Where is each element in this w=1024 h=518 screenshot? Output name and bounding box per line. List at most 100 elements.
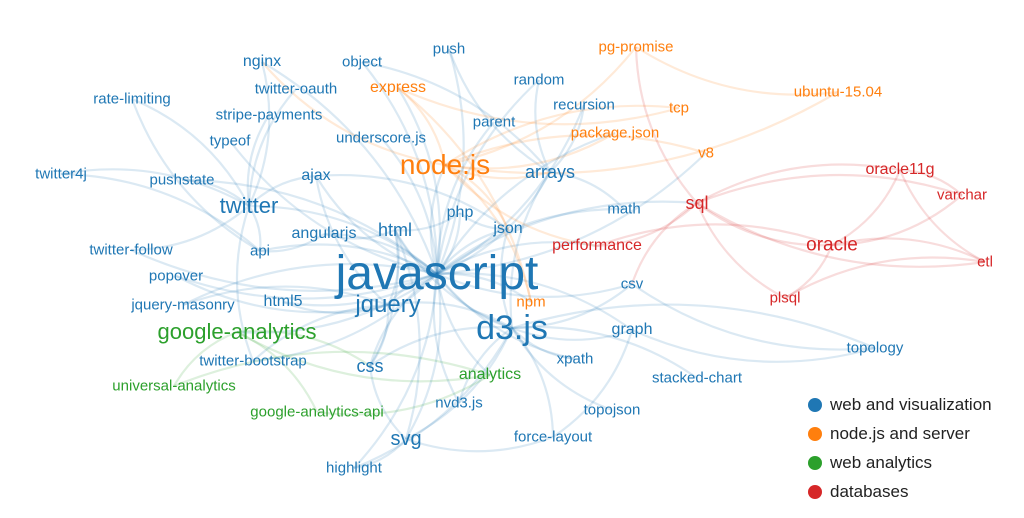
edge-oracle-plsql [784,244,834,299]
node-angularjs[interactable]: angularjs [291,225,357,242]
node-underscore-js[interactable]: underscore.js [335,129,427,147]
edge-javascript-math [436,207,625,275]
node-twitter4j[interactable]: twitter4j [35,165,87,183]
edge-javascript-underscore.js [380,137,439,275]
edge-d3.js-arrays [509,171,551,329]
node-express[interactable]: express [369,79,427,96]
node-api[interactable]: api [249,242,271,260]
node-math[interactable]: math [607,200,641,218]
node-etl[interactable]: etl [977,253,993,271]
edge-oracle-varchar [831,194,963,247]
node-recursion[interactable]: recursion [553,96,615,114]
node-analytics[interactable]: analytics [458,366,522,383]
legend-label-analytics: web analytics [830,453,933,472]
edge-d3.js-jquery [387,301,513,329]
node-varchar[interactable]: varchar [936,186,988,204]
node-package-json[interactable]: package.json [570,124,660,142]
node-stacked-chart[interactable]: stacked-chart [651,369,743,387]
edge-javascript-css [368,273,438,367]
node-universal-analytics[interactable]: universal-analytics [112,377,236,395]
node-node-js[interactable]: node.js [399,149,491,180]
legend-item-node[interactable]: node.js and server [808,423,970,445]
node-google-analytics-api[interactable]: google-analytics-api [250,403,384,421]
legend-dot-node-icon [808,427,822,441]
node-rate-limiting[interactable]: rate-limiting [93,90,171,108]
edge-twitter-stripe-payments [246,114,270,207]
edge-analytics-google-analytics-api [316,374,491,416]
node-jquery[interactable]: jquery [355,291,421,318]
edge-javascript-api [259,243,438,275]
node-csv[interactable]: csv [620,275,644,293]
edge-html-css [369,229,400,367]
node-oracle11g[interactable]: oracle11g [865,161,935,178]
node-typeof[interactable]: typeof [209,132,251,150]
edge-sql-performance [596,202,698,248]
node-push[interactable]: push [432,40,466,58]
node-svg[interactable]: svg [390,428,422,450]
node-topojson[interactable]: topojson [583,401,641,419]
node-arrays[interactable]: arrays [524,162,576,182]
node-twitter-follow[interactable]: twitter-follow [89,241,173,259]
node-twitter-oauth[interactable]: twitter-oauth [254,80,338,98]
edge-json-ajax [315,173,509,230]
edge-javascript-object [361,61,439,275]
edge-twitter-twitter-bootstrap [235,205,255,362]
node-force-layout[interactable]: force-layout [513,428,593,446]
legend-item-databases[interactable]: databases [808,481,908,503]
node-popover[interactable]: popover [148,267,204,285]
legend-dot-databases-icon [808,485,822,499]
edge-d3.js-xpath [511,327,576,361]
node-v8[interactable]: v8 [698,144,714,162]
edge-javascript-twitter [248,204,438,275]
edge-google-analytics-universal-analytics [173,330,238,387]
node-performance[interactable]: performance [552,237,642,254]
edge-javascript-csv [436,272,633,298]
node-object[interactable]: object [341,53,383,71]
node-stripe-payments[interactable]: stripe-payments [215,106,323,124]
node-ubuntu-15-04[interactable]: ubuntu-15.04 [793,83,883,101]
edge-javascript-random [435,79,540,275]
node-json[interactable]: json [493,220,523,237]
edge-node.js-tcp [444,104,680,166]
node-css[interactable]: css [356,356,384,376]
edge-javascript-pushstate [181,178,438,275]
node-pg-promise[interactable]: pg-promise [598,38,674,56]
edge-d3.js-json [499,228,514,329]
node-parent[interactable]: parent [472,113,516,131]
node-pushstate[interactable]: pushstate [149,171,215,189]
node-xpath[interactable]: xpath [556,350,594,368]
node-plsql[interactable]: plsql [769,289,801,307]
edge-sql-oracle [696,202,833,247]
legend-label-web: web and visualization [830,395,992,414]
node-twitter-bootstrap[interactable]: twitter-bootstrap [199,352,307,370]
node-sql[interactable]: sql [685,193,709,213]
node-oracle[interactable]: oracle [806,234,858,256]
edge-javascript-angularjs [323,232,438,275]
edge-html-php [394,212,461,232]
node-topology[interactable]: topology [846,339,904,357]
legend-item-web[interactable]: web and visualization [808,394,992,416]
node-highlight[interactable]: highlight [326,459,382,477]
node-d3-js[interactable]: d3.js [476,309,548,347]
node-npm[interactable]: npm [516,293,546,311]
node-jquery-masonry[interactable]: jquery-masonry [131,296,235,314]
edge-csv-topology [631,283,876,351]
node-tcp[interactable]: tcp [668,99,690,117]
node-javascript[interactable]: javascript [335,247,539,300]
node-php[interactable]: php [446,204,474,221]
edge-javascript-jquery [387,272,438,306]
edge-d3.js-svg [405,327,514,440]
node-graph[interactable]: graph [611,321,653,338]
edge-twitter-rate-limiting [131,97,250,207]
legend-item-analytics[interactable]: web analytics [808,452,932,474]
node-random[interactable]: random [513,71,565,89]
node-html[interactable]: html [377,220,413,240]
node-nvd3-js[interactable]: nvd3.js [435,394,483,412]
edge-svg-html [393,229,421,440]
node-twitter[interactable]: twitter [219,193,279,218]
node-ajax[interactable]: ajax [301,167,331,184]
node-html5[interactable]: html5 [263,293,303,310]
node-nginx[interactable]: nginx [242,53,282,70]
node-google-analytics[interactable]: google-analytics [157,319,317,344]
